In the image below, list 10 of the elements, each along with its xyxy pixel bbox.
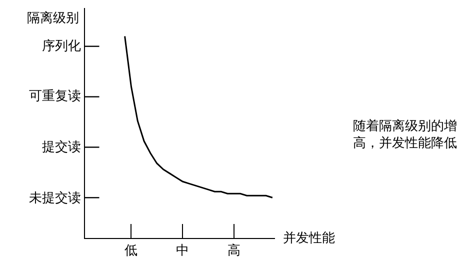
x-tick-label: 低 [124, 244, 138, 259]
x-tick-label: 高 [227, 242, 240, 259]
text: 随着隔离级别的增高，并发性能降低 [353, 118, 457, 151]
x-axis-title: 并发性能 [283, 231, 335, 246]
text: 提交读 [42, 139, 81, 155]
text: 可重复读 [29, 89, 81, 104]
x-tick-label: 中 [176, 244, 190, 259]
y-axis-title: 隔离级别 [27, 10, 79, 26]
text: 序列化 [42, 38, 81, 54]
text: 未提交读 [29, 190, 81, 206]
